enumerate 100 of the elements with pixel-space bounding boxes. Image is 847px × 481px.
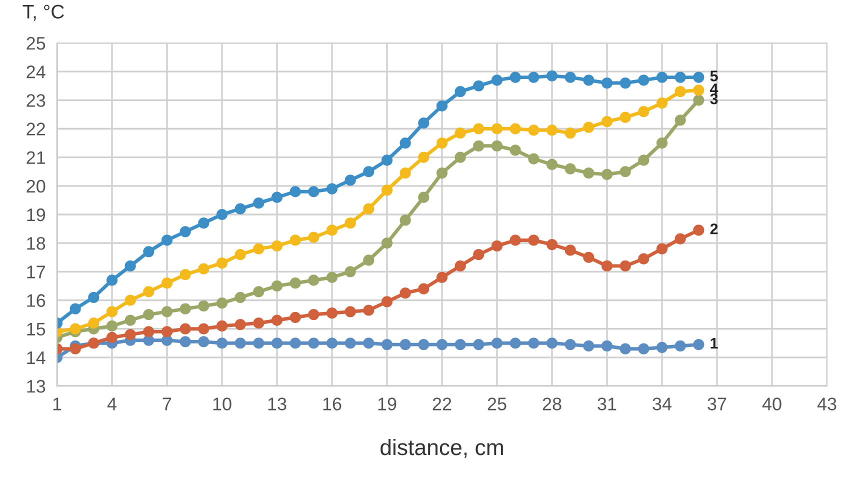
point <box>106 332 118 343</box>
point <box>271 280 283 292</box>
point <box>124 314 136 326</box>
point <box>344 218 356 229</box>
point <box>656 342 668 353</box>
point <box>436 339 448 350</box>
point <box>491 240 503 252</box>
point <box>234 248 246 260</box>
point <box>454 86 466 98</box>
point <box>528 338 540 349</box>
point <box>363 166 374 178</box>
point <box>308 338 320 349</box>
point <box>308 232 320 243</box>
point <box>418 152 430 163</box>
point <box>693 72 704 83</box>
point <box>161 306 173 318</box>
point <box>344 306 356 318</box>
point <box>620 260 631 272</box>
point <box>381 184 393 196</box>
x-tick-label: 31 <box>598 398 616 410</box>
point <box>216 208 228 220</box>
point <box>638 154 650 166</box>
point <box>473 80 484 92</box>
point <box>473 248 484 260</box>
point <box>546 158 558 170</box>
point <box>601 340 613 352</box>
x-tick-label: 37 <box>708 398 726 410</box>
x-tick-label: 25 <box>488 398 506 410</box>
point <box>620 343 631 354</box>
point <box>344 338 356 349</box>
point <box>400 137 411 149</box>
y-tick-label: 24 <box>26 66 46 78</box>
point <box>216 320 228 332</box>
point <box>326 224 338 236</box>
y-tick-label: 21 <box>26 151 46 164</box>
point <box>326 183 338 194</box>
series-label: 5 <box>710 70 718 82</box>
point <box>528 72 540 83</box>
point <box>491 123 503 134</box>
point <box>546 70 558 82</box>
point <box>638 253 650 264</box>
point <box>601 77 613 89</box>
point <box>436 168 448 179</box>
point <box>510 144 521 156</box>
point <box>583 168 594 179</box>
point <box>638 74 650 86</box>
point <box>510 123 521 134</box>
y-tick-label: 15 <box>27 322 46 336</box>
point <box>400 214 411 226</box>
y-tick-label: 19 <box>27 208 46 222</box>
point <box>253 243 264 254</box>
point <box>216 298 228 309</box>
point <box>326 338 338 349</box>
point <box>491 338 503 349</box>
point <box>161 326 173 338</box>
point <box>290 234 301 246</box>
point <box>271 338 283 349</box>
point <box>216 258 228 269</box>
point <box>363 254 374 266</box>
point <box>454 152 466 163</box>
point <box>601 260 613 272</box>
point <box>583 340 594 352</box>
point <box>198 218 210 229</box>
x-tick-label: 43 <box>817 398 836 410</box>
point <box>638 106 650 118</box>
point <box>216 338 228 349</box>
point <box>454 127 466 139</box>
point <box>326 272 338 283</box>
y-tick-label: 20 <box>26 180 46 193</box>
point <box>308 186 320 198</box>
point <box>198 300 210 312</box>
x-tick-label: 7 <box>162 398 172 410</box>
series-label: 2 <box>710 224 718 234</box>
point <box>363 338 374 349</box>
y-tick-label: 22 <box>26 122 45 136</box>
point <box>418 117 430 129</box>
point <box>418 339 430 350</box>
point <box>271 314 283 326</box>
point <box>381 238 393 249</box>
point <box>290 278 301 289</box>
y-axis-title: T, °C <box>22 4 64 21</box>
point <box>510 234 521 246</box>
point <box>344 266 356 278</box>
point <box>674 340 686 352</box>
point <box>290 186 301 198</box>
point <box>693 339 704 350</box>
point <box>88 318 100 329</box>
point <box>601 168 613 180</box>
point <box>418 283 430 294</box>
point <box>656 72 668 83</box>
point <box>546 338 558 349</box>
point <box>124 260 136 272</box>
point <box>234 292 246 303</box>
x-tick-label: 10 <box>213 398 232 410</box>
point <box>180 336 191 348</box>
point <box>344 174 356 186</box>
point <box>693 94 704 106</box>
point <box>124 328 136 340</box>
y-tick-label: 14 <box>27 352 46 364</box>
point <box>693 224 704 236</box>
